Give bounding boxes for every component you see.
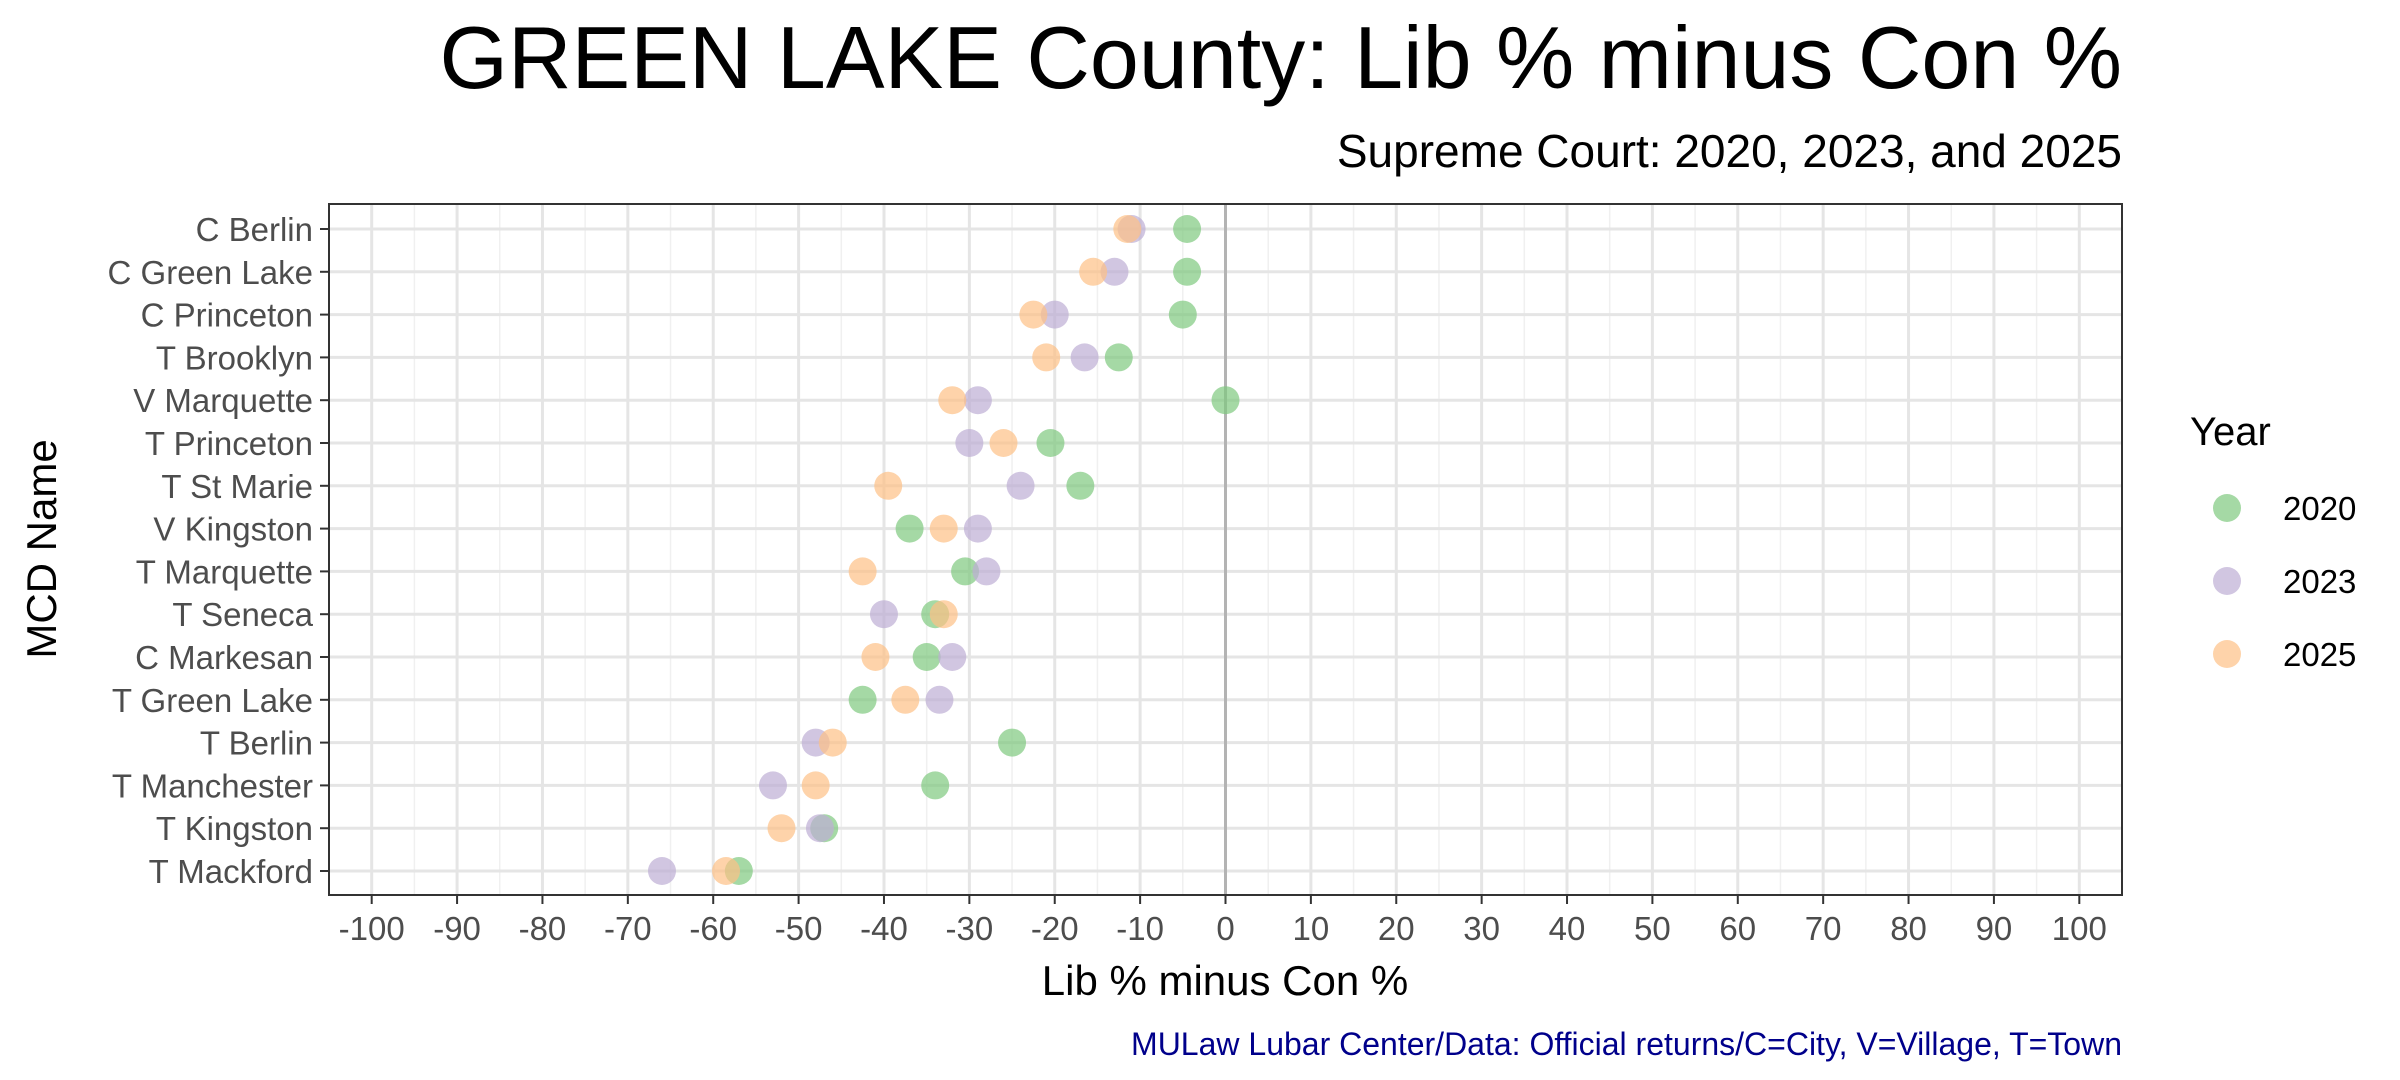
x-tick-label: -20 [1031,910,1079,947]
data-point-2020 [1104,343,1133,372]
data-point-2023 [1070,343,1099,372]
data-point-2025 [712,857,741,885]
data-point-2020 [1173,257,1202,286]
x-tick-label: 30 [1463,910,1500,947]
data-point-2020 [951,557,980,586]
data-point-2023 [1006,471,1035,500]
data-point-2020 [1173,215,1202,243]
data-point-2020 [1066,471,1095,500]
data-point-2020 [848,685,877,714]
x-tick-label: 0 [1216,910,1234,947]
y-tick-label: C Green Lake [108,254,313,291]
x-tick-label: -100 [339,910,405,947]
x-tick-label: -80 [519,910,567,947]
data-point-2020 [1036,429,1065,457]
y-tick-label: V Marquette [133,382,313,419]
x-tick-label: 40 [1549,910,1586,947]
data-point-2020 [1211,386,1240,415]
legend-key-2020 [2213,494,2241,522]
x-tick-label: -60 [689,910,737,947]
x-tick-label: 90 [1976,910,2013,947]
x-axis-title: Lib % minus Con % [1042,957,1409,1004]
x-tick-label: -50 [775,910,823,947]
legend-label-2020: 2020 [2283,490,2356,527]
data-point-2025 [874,471,903,500]
data-point-2023 [1040,300,1069,329]
y-tick-label: C Princeton [141,297,313,334]
data-point-2023 [647,857,676,885]
data-point-2025 [891,685,920,714]
data-point-2023 [1100,257,1129,286]
data-point-2020 [998,728,1027,757]
y-tick-label: T Seneca [172,596,313,633]
data-point-2025 [929,600,958,629]
data-point-2023 [938,643,967,671]
x-tick-label: 50 [1634,910,1671,947]
x-tick-label: 70 [1805,910,1842,947]
legend-label-2023: 2023 [2283,563,2356,600]
x-tick-label: -90 [433,910,481,947]
data-point-2025 [1019,300,1048,329]
chart-subtitle: Supreme Court: 2020, 2023, and 2025 [1337,125,2122,177]
x-tick-label: 10 [1293,910,1330,947]
x-tick-label: 60 [1719,910,1756,947]
data-point-2020 [895,514,924,543]
y-tick-label: T Manchester [112,767,313,804]
data-point-2025 [1113,215,1142,243]
x-tick-label: -70 [604,910,652,947]
data-point-2025 [989,429,1018,457]
legend-key-2023 [2213,567,2241,595]
x-tick-label: -30 [946,910,994,947]
y-tick-label: T Berlin [200,725,313,762]
chart-title: GREEN LAKE County: Lib % minus Con % [440,8,2122,107]
data-point-2023 [925,685,954,714]
x-tick-label: 80 [1890,910,1927,947]
data-point-2020 [1168,300,1197,329]
x-tick-label: -40 [860,910,908,947]
y-tick-label: C Berlin [196,211,313,248]
data-point-2025 [1032,343,1061,372]
x-tick-label: 100 [2052,910,2107,947]
y-tick-label: T Marquette [136,553,313,590]
y-tick-label: T Brooklyn [156,339,313,376]
x-axis: -100 -90 -80 -70 -60 -50 -40 -30 -20 -10 0 10 20 30 40… [339,895,2107,947]
legend: Year 2020 2023 2025 [2190,410,2356,673]
data-point-2020 [921,771,950,800]
y-tick-label: C Markesan [135,639,313,676]
y-tick-label: T Green Lake [112,682,313,719]
grid-lines [329,204,2122,895]
data-point-2020 [912,643,941,671]
data-point-2023 [955,429,984,457]
data-point-2023 [963,514,992,543]
data-point-2023 [963,386,992,415]
x-tick-label: 20 [1378,910,1415,947]
data-point-2025 [801,771,830,800]
y-tick-label: T Mackford [149,853,313,890]
data-point-2025 [938,386,967,415]
data-point-2025 [818,728,847,757]
y-axis: C Berlin C Green Lake C Princeton T Brookly… [108,211,329,890]
data-point-2023 [972,557,1001,586]
y-tick-label: T Princeton [145,425,313,462]
legend-key-2025 [2213,640,2241,668]
y-tick-label: T St Marie [161,468,313,505]
data-point-2023 [869,600,898,629]
y-axis-title: MCD Name [18,439,65,658]
legend-label-2025: 2025 [2283,636,2356,673]
data-points [647,215,1240,885]
y-tick-label: V Kingston [153,511,313,548]
legend-title: Year [2190,410,2271,454]
data-point-2025 [861,643,890,671]
data-point-2025 [767,814,796,843]
data-point-2023 [805,814,834,843]
x-tick-label: -10 [1116,910,1164,947]
chart-caption: MULaw Lubar Center/Data: Official return… [1131,1026,2122,1062]
data-point-2025 [848,557,877,586]
data-point-2025 [1079,257,1108,286]
y-tick-label: T Kingston [156,810,313,847]
data-point-2025 [929,514,958,543]
data-point-2023 [758,771,787,800]
